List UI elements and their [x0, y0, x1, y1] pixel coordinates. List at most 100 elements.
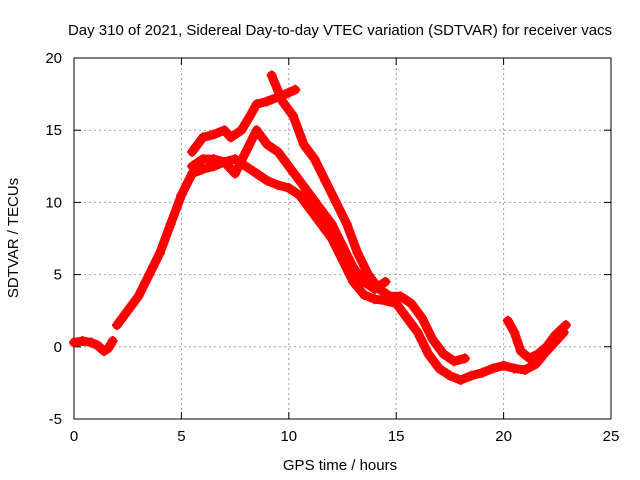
data-point — [374, 284, 385, 295]
data-point — [316, 204, 327, 215]
data-point — [290, 84, 301, 95]
data-point — [262, 175, 273, 186]
data-point — [262, 96, 273, 107]
data-point — [412, 327, 423, 338]
axis-ticks: 0 5 10 15 20 25 -5 0 5 10 15 20 — [45, 50, 619, 445]
y-tick-label: 5 — [54, 267, 62, 284]
data-point — [320, 175, 331, 186]
data-point — [316, 219, 327, 230]
y-tick-label: 20 — [45, 50, 62, 67]
x-tick-label: 10 — [280, 428, 297, 445]
data-point — [369, 294, 380, 305]
data-point — [208, 154, 219, 165]
data-point — [251, 125, 262, 136]
y-axis-label: SDTVAR / TECUs — [5, 178, 22, 298]
data-point — [438, 349, 449, 360]
data-point — [197, 154, 208, 165]
data-point — [455, 375, 466, 386]
data-point — [107, 336, 118, 347]
data-point — [103, 343, 114, 354]
data-point — [144, 269, 155, 280]
data-point — [532, 349, 543, 360]
data-point — [520, 364, 531, 375]
data-point — [187, 146, 198, 157]
data-point — [331, 197, 342, 208]
data-point — [294, 190, 305, 201]
data-point — [449, 356, 460, 367]
y-tick-label: -5 — [49, 411, 62, 428]
data-point — [298, 139, 309, 150]
y-tick-label: 0 — [54, 339, 62, 356]
data-point — [502, 315, 513, 326]
data-point — [283, 87, 294, 98]
data-point — [444, 370, 455, 381]
data-point — [341, 219, 352, 230]
data-point — [294, 175, 305, 186]
data-point — [524, 353, 535, 364]
data-point — [111, 320, 122, 331]
data-point — [273, 180, 284, 191]
data-point — [309, 154, 320, 165]
data-point — [208, 129, 219, 140]
data-point — [219, 125, 230, 136]
x-tick-label: 20 — [495, 428, 512, 445]
data-point — [560, 320, 571, 331]
x-tick-label: 25 — [603, 428, 620, 445]
series-arc-5 — [266, 70, 470, 367]
series-arc-6 — [502, 315, 571, 364]
data-point — [245, 110, 256, 121]
data-point — [266, 70, 277, 81]
data-point — [423, 349, 434, 360]
data-point — [358, 289, 369, 300]
data-point — [358, 276, 369, 287]
x-axis-label: GPS time / hours — [283, 457, 397, 474]
data-point — [530, 359, 541, 370]
data-point — [498, 360, 509, 371]
data-point — [416, 312, 427, 323]
data-point — [277, 96, 288, 107]
data-point — [176, 190, 187, 201]
data-point — [326, 219, 337, 230]
data-point — [363, 269, 374, 280]
data-point — [509, 327, 520, 338]
data-point — [165, 219, 176, 230]
data-point — [337, 240, 348, 251]
data-point — [427, 334, 438, 345]
x-tick-label: 15 — [388, 428, 405, 445]
data-point — [251, 168, 262, 179]
data-point — [509, 363, 520, 374]
data-point — [395, 291, 406, 302]
data-point — [230, 168, 241, 179]
data-point — [348, 262, 359, 273]
data-point — [122, 305, 133, 316]
y-tick-label: 15 — [45, 122, 62, 139]
data-point — [262, 139, 273, 150]
data-point — [283, 161, 294, 172]
data-point — [69, 337, 79, 348]
data-point — [384, 291, 395, 302]
data-point — [380, 276, 391, 287]
data-marks — [69, 70, 571, 386]
data-point — [305, 204, 316, 215]
data-point — [240, 146, 251, 157]
grid-lines — [74, 58, 611, 419]
data-point — [92, 340, 103, 351]
data-point — [197, 164, 208, 175]
data-point — [466, 370, 477, 381]
data-point — [236, 125, 247, 136]
data-point — [459, 353, 470, 364]
data-point — [487, 363, 498, 374]
data-point — [288, 110, 299, 121]
data-point — [154, 247, 165, 258]
data-point — [305, 190, 316, 201]
series-trace — [503, 316, 571, 363]
data-point — [515, 346, 526, 357]
y-tick-label: 10 — [45, 194, 62, 211]
chart-title: Day 310 of 2021, Sidereal Day-to-day VTE… — [68, 22, 612, 39]
x-tick-label: 0 — [70, 428, 78, 445]
data-point — [477, 367, 488, 378]
data-point — [406, 298, 417, 309]
data-point — [187, 161, 198, 172]
data-point — [251, 99, 262, 110]
